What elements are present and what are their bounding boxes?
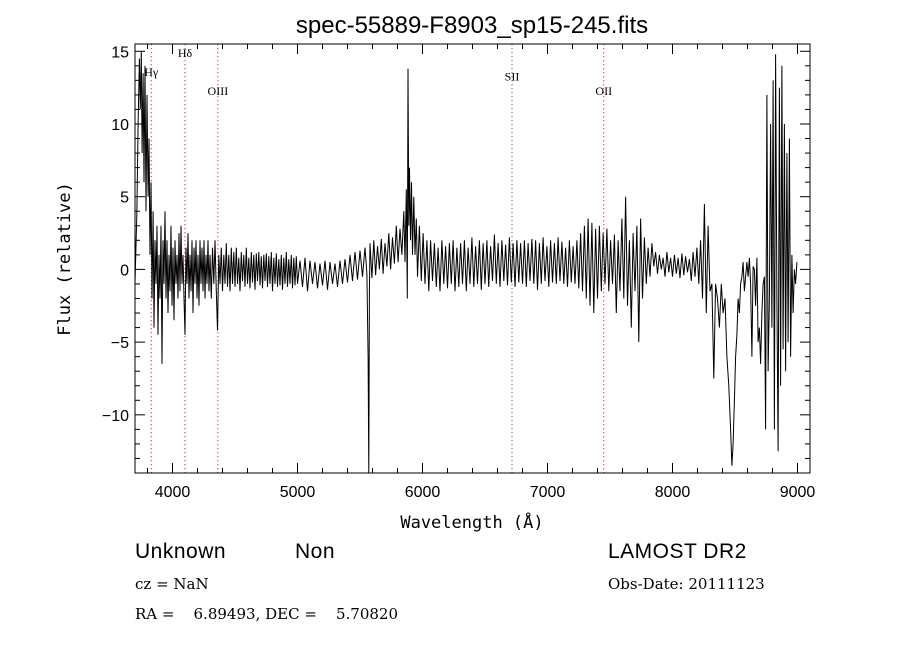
spectral-line-label: SII <box>505 69 520 83</box>
spectrum-trace <box>135 51 798 473</box>
y-axis-label: Flux (relative) <box>55 182 75 336</box>
survey-label: LAMOST DR2 <box>608 540 747 563</box>
spectral-line-label: OIII <box>208 84 229 98</box>
x-tick-label: 8000 <box>655 484 691 501</box>
y-tick-label: 15 <box>111 44 129 61</box>
cz-readout: cz = NaN <box>135 575 209 593</box>
plot-area: Hγ Hδ OIII SII OII 4000 5000 6000 7000 8000 9000 −1… <box>102 43 816 501</box>
x-tick-label: 6000 <box>405 484 441 501</box>
y-tick-label: 10 <box>111 117 129 134</box>
obs-date-readout: Obs-Date: 20111123 <box>608 575 765 593</box>
y-tick-label: −5 <box>111 335 129 352</box>
x-axis-label: Wavelength (Å) <box>400 511 543 533</box>
y-tick-label: 5 <box>120 190 129 207</box>
x-tick-label: 7000 <box>530 484 566 501</box>
y-tick-label: −10 <box>102 408 129 425</box>
chart-title: spec-55889-F8903_sp15-245.fits <box>296 12 648 39</box>
y-tick-label: 0 <box>120 262 129 279</box>
ra-dec-readout: RA = 6.89493, DEC = 5.70820 <box>135 605 398 623</box>
class-label: Unknown <box>135 540 227 563</box>
spectral-line-label: Hδ <box>178 46 193 60</box>
x-tick-label: 5000 <box>280 484 316 501</box>
x-tick-label: 4000 <box>155 484 191 501</box>
spectral-line-label: OII <box>595 84 612 98</box>
x-tick-label: 9000 <box>780 484 816 501</box>
subclass-label: Non <box>295 540 336 563</box>
spectral-line-label: Hγ <box>144 65 159 79</box>
